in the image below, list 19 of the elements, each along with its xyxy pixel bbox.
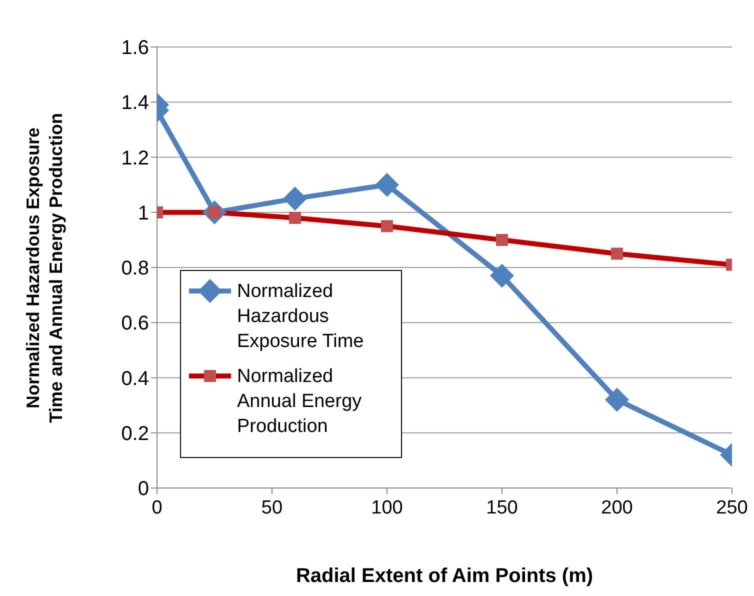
x-tick-label: 250 [716,497,748,518]
x-tick-label: 0 [152,497,162,518]
x-tick-label: 100 [371,497,403,518]
legend-label: Normalized Hazardous Exposure Time [237,280,365,354]
x-tick-label: 150 [486,497,518,518]
x-tick-label: 200 [601,497,633,518]
legend-label: Normalized Annual Energy Production [237,365,363,439]
y-tick-label: 0.8 [121,258,149,280]
y-tick-label: 1.2 [121,147,149,170]
y-tick-label: 1.6 [121,37,149,60]
y-tick-label: 0.6 [121,312,149,335]
x-axis-title: Radial Extent of Aim Points (m) [296,565,594,588]
y-axis-title: Normalized Hazardous Exposure Time and Annual Energy Production [23,112,66,424]
y-tick-label: 0.2 [121,422,149,445]
y-tick-label: 0.4 [121,368,149,390]
y-tick-label: 1 [138,202,149,224]
y-tick-label: 1.4 [121,92,149,114]
x-tick-label: 50 [261,497,283,518]
y-tick-label: 0 [138,478,149,500]
